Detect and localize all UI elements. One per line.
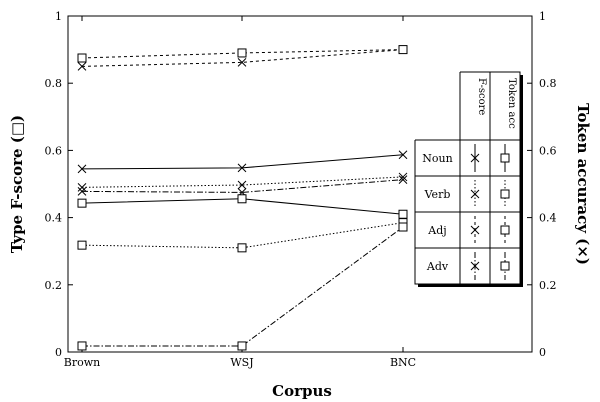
y-tick-label-left: 0 (55, 346, 62, 359)
legend-x-marker (470, 153, 480, 163)
legend-row-label: Adv (426, 260, 449, 273)
series-line (82, 226, 404, 347)
series-noun-token-acc (77, 150, 408, 174)
y-axis-title-right: Token accuracy (×) (574, 103, 592, 265)
y-tick-label-left: 1 (55, 10, 62, 23)
series-adj-f-score (77, 45, 408, 63)
legend-square-marker (500, 261, 510, 271)
axes: 0 0 0.2 0.2 0.4 0.4 0.6 0.6 0.8 0.8 1 1 Brown WSJ BNC (45, 10, 557, 369)
series-adv-token-acc (77, 175, 408, 197)
legend-row-label: Noun (422, 152, 452, 165)
point-x (237, 180, 247, 190)
point-x (237, 58, 247, 67)
y-axis-title-left: Type F-score (□) (8, 115, 26, 253)
point-square (237, 243, 247, 253)
point-square (398, 45, 408, 55)
point-x (237, 163, 247, 173)
series-line (81, 176, 404, 188)
x-tick-label: Brown (64, 356, 100, 369)
point-x (398, 175, 408, 184)
y-tick-label-left: 0.2 (45, 279, 63, 292)
y-tick-label-right: 0.2 (539, 279, 557, 292)
x-tick-label: BNC (390, 356, 416, 369)
y-tick-label-left: 0.8 (45, 77, 63, 90)
legend-blank (414, 71, 460, 140)
point-x (77, 164, 87, 174)
series-line (81, 179, 404, 193)
point-x (77, 187, 87, 196)
point-square (398, 222, 408, 232)
point-square (77, 53, 87, 63)
point-square (77, 240, 87, 250)
legend-column-header: F-score (476, 78, 487, 115)
legend-square-marker (500, 153, 510, 163)
legend: F-score Token acc Noun Verb Adj Adv (414, 71, 523, 287)
legend-square-marker (500, 189, 510, 199)
x-axis-title: Corpus (272, 382, 332, 400)
series-adv-f-score (77, 222, 408, 351)
legend-x-marker (470, 225, 480, 235)
point-square (237, 48, 247, 58)
point-square (398, 209, 408, 219)
legend-x-marker (470, 261, 480, 271)
series-verb-token-acc (77, 172, 408, 192)
legend-square-marker (500, 225, 510, 235)
series-verb-f-score (77, 218, 408, 253)
legend-row-label: Adj (427, 224, 446, 237)
series-layer (77, 45, 408, 351)
point-square (77, 198, 87, 208)
y-tick-label-right: 0.6 (539, 144, 557, 157)
point-square (237, 194, 247, 204)
y-tick-label-right: 0.4 (539, 212, 557, 225)
y-tick-label-left: 0.4 (45, 212, 63, 225)
y-tick-label-right: 0 (539, 346, 546, 359)
y-tick-label-right: 1 (539, 10, 546, 23)
y-tick-label-left: 0.6 (45, 144, 63, 157)
series-line (81, 222, 404, 249)
point-square (77, 341, 87, 351)
y-tick-label-right: 0.8 (539, 77, 557, 90)
legend-column-header: Token acc (506, 78, 517, 129)
legend-row-label: Verb (424, 188, 451, 201)
plot-frame (67, 15, 533, 353)
point-x (77, 183, 87, 192)
point-square (237, 341, 247, 351)
legend-x-marker (470, 189, 480, 199)
point-x (77, 62, 87, 71)
x-tick-label: WSJ (230, 356, 253, 369)
series-noun-f-score (77, 194, 408, 219)
point-x (398, 150, 408, 160)
